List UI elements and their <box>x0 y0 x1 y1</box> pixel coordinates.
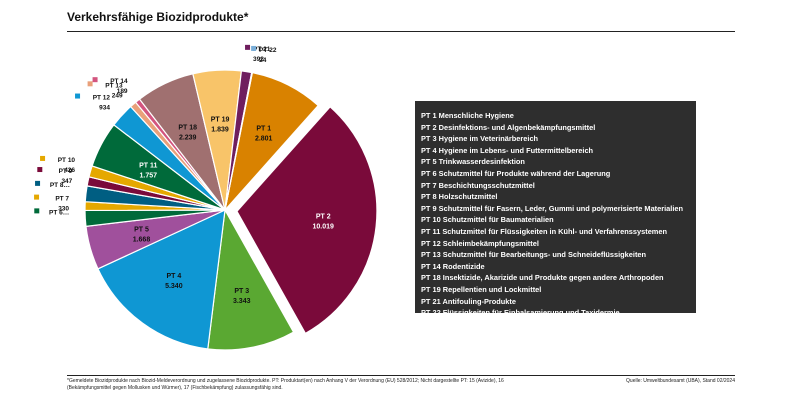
slice-name-label: PT 19 <box>211 116 230 123</box>
legend-item: PT 3 Hygiene im Veterinärbereich <box>421 134 539 144</box>
legend-swatch <box>92 77 98 83</box>
legend-item: PT 2 Desinfektions- und Algenbekämpfungs… <box>421 122 596 132</box>
slice-name-label: PT 18 <box>178 125 197 132</box>
slice-name-label: PT 12 <box>93 95 111 102</box>
data-label: 330 <box>58 206 69 213</box>
slice-name-label: PT 4 <box>166 273 181 280</box>
legend-swatch <box>34 208 40 214</box>
pie-slice <box>97 209 226 350</box>
legend-swatch <box>87 81 93 87</box>
legend-item: PT 9 Schutzmittel für Fasern, Leder, Gum… <box>421 203 684 213</box>
legend-item: PT 18 Insektizide, Akarizide und Produkt… <box>421 273 664 283</box>
data-label: 3.343 <box>233 298 251 305</box>
data-label: 392 <box>253 56 264 63</box>
bottom-rule <box>67 375 735 376</box>
data-label: 1.757 <box>140 172 158 179</box>
slice-name-label: PT 9 <box>59 168 73 175</box>
legend-swatch <box>245 44 251 50</box>
legend-item: PT 7 Beschichtungsschutzmittel <box>421 180 535 190</box>
data-label: 347 <box>61 178 72 185</box>
data-label: 24 <box>259 57 267 64</box>
legend-item: PT 22 Flüssigkeiten für Einbalsamierung … <box>421 308 620 318</box>
slice-name-label: PT 11 <box>139 162 157 169</box>
source-note: Quelle: Umweltbundesamt (UBA), Stand 02/… <box>626 378 735 384</box>
legend-swatch <box>251 45 257 51</box>
data-label: 2.239 <box>179 135 197 142</box>
slice-name-label: PT 22 <box>259 47 277 54</box>
slice-name-label: PT 3 <box>234 288 249 295</box>
legend-item: PT 6 Schutzmittel für Produkte während d… <box>421 168 611 178</box>
legend-swatch <box>75 93 81 99</box>
slice-name-label: PT 8… <box>50 182 70 189</box>
data-label: 189 <box>117 88 128 95</box>
legend-item: PT 11 Schutzmittel für Flüssigkeiten in … <box>421 226 667 236</box>
top-rule <box>67 31 735 32</box>
legend-item: PT 21 Antifouling-Produkte <box>421 296 516 306</box>
legend-item: PT 19 Repellentien und Lockmittel <box>421 284 542 294</box>
data-label: 426 <box>64 167 75 174</box>
chart-title: Verkehrsfähige Biozidprodukte* <box>67 10 249 24</box>
slice-name-label: PT 21 <box>253 46 271 53</box>
legend-item: PT 5 Trinkwasserdesinfektion <box>421 157 525 167</box>
data-label: 10.019 <box>313 224 335 231</box>
slice-name-label: PT 6… <box>49 209 69 216</box>
data-label: 1.839 <box>211 126 229 133</box>
data-label: 5.340 <box>165 283 183 290</box>
data-label: 934 <box>99 105 110 112</box>
slice-name-label: PT 1 <box>256 125 271 132</box>
pie-slice <box>224 71 254 211</box>
slice-name-label: PT 10 <box>58 157 76 164</box>
data-label: 249 <box>112 92 123 99</box>
legend-item: PT 13 Schutzmittel für Bearbeitungs- und… <box>421 250 647 260</box>
legend-item: PT 8 Holzschutzmittel <box>421 192 498 202</box>
slice-name-label: PT 2 <box>316 214 331 221</box>
legend-swatch <box>40 155 46 161</box>
legend-item: PT 1 Menschliche Hygiene <box>421 111 514 120</box>
slice-name-label: PT 14 <box>110 78 128 85</box>
slice-name-label: PT 13 <box>105 82 123 89</box>
legend-box: PT 1 Menschliche Hygiene PT 2 Desinfektio… <box>415 101 696 317</box>
legend-swatch <box>34 194 40 200</box>
pie-slice <box>236 105 378 335</box>
legend-list: PT 1 Menschliche Hygiene PT 2 Desinfektio… <box>421 110 690 319</box>
legend-item: PT 12 Schleimbekämpfungsmittel <box>421 238 539 248</box>
data-label: 2.801 <box>255 135 273 142</box>
legend-item: PT 4 Hygiene im Lebens- und Futtermittel… <box>421 145 594 155</box>
footnote: *Gemeldete Biozidprodukte nach Biozid-Me… <box>67 378 504 391</box>
data-label: 1.668 <box>133 237 151 244</box>
legend-swatch <box>35 180 41 186</box>
pie-slice <box>207 208 295 351</box>
slice-name-label: PT 5 <box>134 227 149 234</box>
legend-swatch <box>37 167 43 173</box>
slice-name-label: PT 7 <box>55 196 69 203</box>
legend-item: PT 14 Rodentizide <box>421 261 485 271</box>
legend-item: PT 10 Schutzmittel für Baumaterialien <box>421 215 554 225</box>
